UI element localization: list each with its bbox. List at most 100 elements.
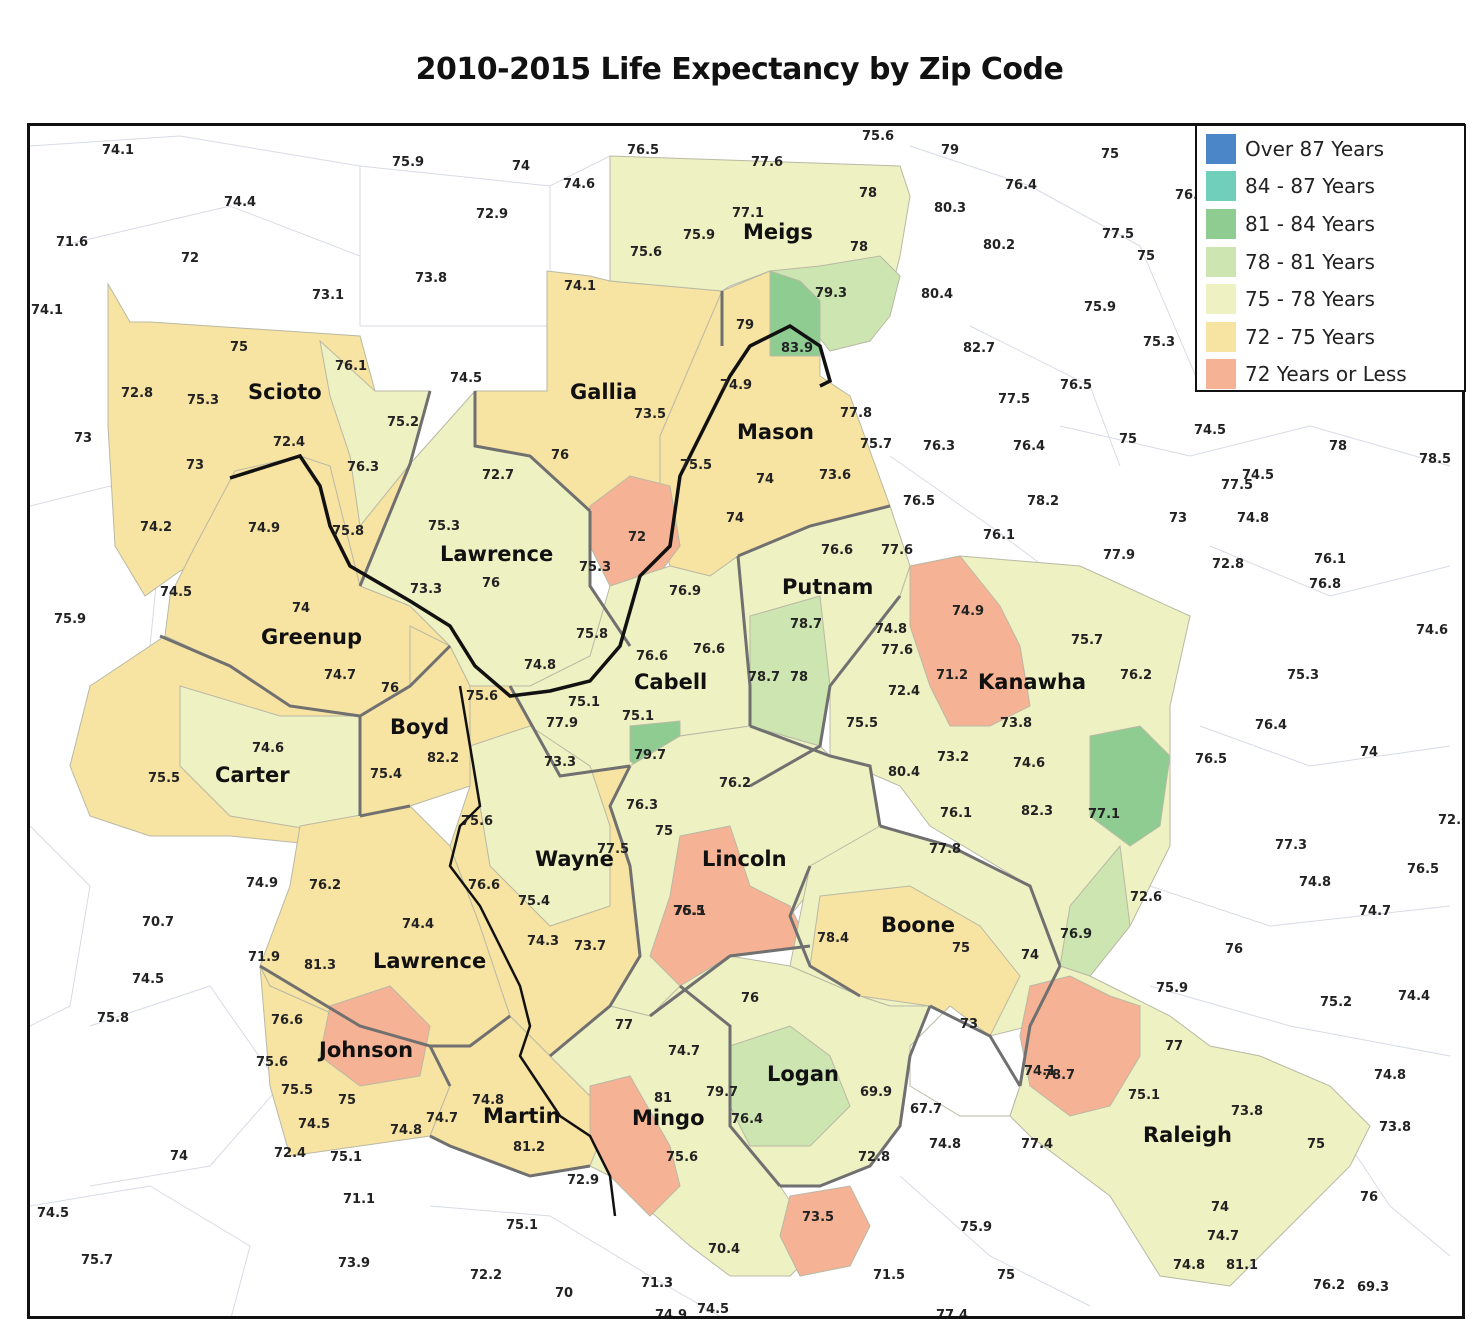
zip-life-expectancy-label: 76.3 <box>626 798 658 813</box>
zip-life-expectancy-label: 77.3 <box>1275 838 1307 853</box>
zip-life-expectancy-label: 72.4 <box>888 684 920 699</box>
zip-life-expectancy-label: 71.5 <box>873 1268 905 1283</box>
zip-life-expectancy-label: 78.5 <box>1419 452 1451 467</box>
zip-life-expectancy-label: 76.6 <box>821 543 853 558</box>
zip-life-expectancy-label: 78 <box>859 186 877 201</box>
zip-life-expectancy-label: 74 <box>756 472 774 487</box>
zip-life-expectancy-label: 75.9 <box>960 1220 992 1235</box>
region-logan-green <box>729 1025 851 1147</box>
zip-life-expectancy-label: 73.9 <box>338 1256 370 1271</box>
zip-life-expectancy-label: 74.4 <box>1398 989 1430 1004</box>
zip-life-expectancy-label: 75.8 <box>97 1011 129 1026</box>
zip-life-expectancy-label: 72 <box>181 251 199 266</box>
zip-life-expectancy-label: 80.4 <box>888 765 920 780</box>
zip-life-expectancy-label: 75.1 <box>1128 1088 1160 1103</box>
zip-life-expectancy-label: 74 <box>1360 745 1378 760</box>
zip-life-expectancy-label: 71.9 <box>248 950 280 965</box>
zip-life-expectancy-label: 78.2 <box>1027 494 1059 509</box>
county-label-putnam: Putnam <box>782 575 873 599</box>
legend-item: 78 - 81 Years <box>1197 243 1464 281</box>
zip-life-expectancy-label: 74 <box>726 511 744 526</box>
county-label-boyd: Boyd <box>390 715 449 739</box>
zip-life-expectancy-label: 75.9 <box>1084 300 1116 315</box>
zip-life-expectancy-label: 74.8 <box>390 1123 422 1138</box>
zip-life-expectancy-label: 72.8 <box>858 1150 890 1165</box>
zip-life-expectancy-label: 77.1 <box>732 206 764 221</box>
zip-life-expectancy-label: 73.1 <box>312 288 344 303</box>
zip-life-expectancy-label: 74.8 <box>472 1093 504 1108</box>
legend-swatch <box>1206 359 1236 390</box>
zip-life-expectancy-label: 75 <box>1137 249 1155 264</box>
background-zip-boundaries <box>30 135 1451 1316</box>
zip-life-expectancy-label: 74.1 <box>564 279 596 294</box>
zip-life-expectancy-label: 71.6 <box>56 235 88 250</box>
zip-life-expectancy-label: 78 <box>1329 439 1347 454</box>
zip-life-expectancy-label: 76.5 <box>1195 752 1227 767</box>
county-label-greenup: Greenup <box>261 625 362 649</box>
county-label-kanawha: Kanawha <box>978 670 1086 694</box>
zip-life-expectancy-label: 74.9 <box>720 378 752 393</box>
zip-life-expectancy-label: 72.4 <box>274 1146 306 1161</box>
zip-life-expectancy-label: 75 <box>1119 432 1137 447</box>
zip-life-expectancy-label: 76 <box>482 576 500 591</box>
tug-fork-river <box>448 685 617 1217</box>
zip-life-expectancy-label: 75.3 <box>428 519 460 534</box>
legend-label: 84 - 87 Years <box>1245 174 1375 199</box>
zip-life-expectancy-label: 80.3 <box>934 201 966 216</box>
zip-life-expectancy-label: 73.6 <box>819 468 851 483</box>
zip-life-expectancy-label: 74.9 <box>655 1308 687 1319</box>
zip-life-expectancy-label: 77.1 <box>1088 807 1120 822</box>
zip-life-expectancy-label: 75.7 <box>81 1253 113 1268</box>
zip-life-expectancy-label: 75.6 <box>666 1150 698 1165</box>
zip-life-expectancy-label: 81 <box>654 1091 672 1106</box>
zip-life-expectancy-label: 81.1 <box>1226 1258 1258 1273</box>
zip-life-expectancy-label: 75 <box>952 941 970 956</box>
zip-life-expectancy-label: 75.6 <box>862 129 894 144</box>
zip-life-expectancy-label: 75.9 <box>683 228 715 243</box>
zip-life-expectancy-label: 73 <box>1169 511 1187 526</box>
zip-life-expectancy-label: 72.7 <box>482 468 514 483</box>
region-kanawha-red <box>909 555 1031 727</box>
zip-life-expectancy-label: 75.4 <box>370 767 402 782</box>
zip-life-expectancy-label: 75.6 <box>630 245 662 260</box>
zip-life-expectancy-label: 79.7 <box>706 1085 738 1100</box>
zip-life-expectancy-label: 76.1 <box>1314 552 1346 567</box>
zip-life-expectancy-label: 74.8 <box>1374 1068 1406 1083</box>
zip-life-expectancy-label: 74.5 <box>1194 423 1226 438</box>
zip-life-expectancy-label: 76.2 <box>1313 1278 1345 1293</box>
zip-life-expectancy-label: 74.5 <box>37 1206 69 1221</box>
region-kanawha-green <box>1089 725 1171 847</box>
zip-life-expectancy-label: 75.1 <box>674 904 706 919</box>
zip-life-expectancy-label: 78 <box>850 240 868 255</box>
zip-life-expectancy-label: 74 <box>1021 948 1039 963</box>
zip-life-expectancy-label: 75.9 <box>392 155 424 170</box>
zip-life-expectancy-label: 75.9 <box>54 612 86 627</box>
county-label-lawrence-ky: Lawrence <box>373 949 486 973</box>
zip-life-expectancy-label: 80.2 <box>983 238 1015 253</box>
zip-life-expectancy-label: 77.4 <box>1021 1137 1053 1152</box>
zip-life-expectancy-label: 78.7 <box>790 617 822 632</box>
zip-life-expectancy-label: 74.8 <box>929 1137 961 1152</box>
county-label-scioto: Scioto <box>248 380 322 404</box>
zip-life-expectancy-label: 74.2 <box>140 520 172 535</box>
zip-life-expectancy-label: 75.8 <box>332 524 364 539</box>
zip-life-expectancy-label: 81.3 <box>304 958 336 973</box>
zip-life-expectancy-label: 76 <box>1360 1190 1378 1205</box>
zip-life-expectancy-label: 75 <box>1101 147 1119 162</box>
zip-life-expectancy-label: 72.9 <box>476 207 508 222</box>
legend-label: 78 - 81 Years <box>1245 249 1375 274</box>
zip-life-expectancy-label: 73.5 <box>634 407 666 422</box>
zip-life-expectancy-label: 75 <box>338 1093 356 1108</box>
region-logan-south-red <box>779 1185 871 1277</box>
legend-item: 81 - 84 Years <box>1197 205 1464 243</box>
legend-item: 84 - 87 Years <box>1197 168 1464 206</box>
zip-life-expectancy-label: 75.2 <box>1320 995 1352 1010</box>
zip-life-expectancy-label: 82.3 <box>1021 804 1053 819</box>
zip-life-expectancy-label: 71.1 <box>343 1192 375 1207</box>
zip-life-expectancy-label: 74.6 <box>1013 756 1045 771</box>
zip-life-expectancy-label: 75.1 <box>622 709 654 724</box>
zip-life-expectancy-label: 74.4 <box>224 195 256 210</box>
zip-life-expectancy-label: 77.4 <box>936 1308 968 1319</box>
zip-life-expectancy-label: 75.5 <box>148 771 180 786</box>
zip-life-expectancy-label: 75.3 <box>1143 335 1175 350</box>
